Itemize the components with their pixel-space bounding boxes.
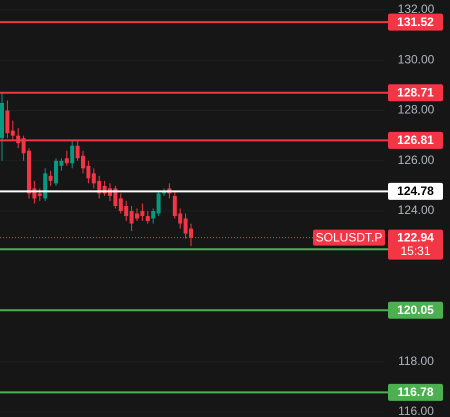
candle-body bbox=[97, 180, 102, 194]
countdown-label: 15:31 bbox=[400, 244, 430, 258]
level-label-box bbox=[388, 13, 443, 31]
level-label-box bbox=[388, 131, 443, 149]
candle-body bbox=[10, 130, 15, 136]
y-tick-label: 116.00 bbox=[398, 404, 434, 417]
candle-body bbox=[145, 216, 150, 222]
candle-body bbox=[75, 145, 80, 159]
candle-body bbox=[178, 213, 183, 224]
candle-body bbox=[124, 205, 129, 217]
last-price-label: 122.94 bbox=[397, 230, 434, 244]
y-tick-label: 118.00 bbox=[398, 354, 434, 368]
y-tick-label: 128.00 bbox=[398, 103, 435, 117]
candle-body bbox=[32, 188, 37, 199]
candle-body bbox=[27, 150, 31, 194]
symbol-label: SOLUSDT.P bbox=[316, 230, 383, 244]
symbol-box bbox=[313, 229, 385, 246]
candle-body bbox=[156, 193, 161, 214]
candle-body bbox=[54, 160, 58, 184]
candle-body bbox=[70, 145, 75, 164]
candle-body bbox=[21, 138, 26, 154]
level-label: 116.78 bbox=[397, 385, 433, 399]
level-label-box bbox=[388, 84, 443, 102]
level-label-box bbox=[388, 383, 443, 401]
level-label: 120.05 bbox=[397, 303, 434, 317]
candle-body bbox=[135, 213, 139, 219]
y-tick-label: 130.00 bbox=[398, 52, 435, 66]
y-tick-label: 126.00 bbox=[398, 153, 435, 167]
candle-body bbox=[16, 135, 21, 144]
level-label: 124.78 bbox=[397, 184, 434, 198]
candle-body bbox=[113, 188, 118, 206]
candle-body bbox=[59, 160, 64, 166]
candle-body bbox=[183, 218, 188, 234]
candle-body bbox=[81, 155, 85, 169]
candle-body bbox=[37, 193, 42, 196]
level-label: 131.52 bbox=[397, 15, 434, 29]
level-label-box bbox=[388, 182, 443, 200]
candle-body bbox=[43, 173, 48, 199]
candle-body bbox=[102, 185, 107, 194]
y-tick-label: 132.00 bbox=[398, 2, 435, 16]
candle-body bbox=[140, 211, 145, 217]
candle-body bbox=[91, 173, 96, 184]
level-label-box bbox=[388, 301, 443, 319]
candle-body bbox=[5, 110, 10, 134]
candle-body bbox=[86, 165, 91, 179]
last-price-box bbox=[388, 229, 443, 260]
y-tick-label: 124.00 bbox=[398, 203, 435, 217]
candle-body bbox=[172, 195, 177, 217]
level-label: 128.71 bbox=[397, 85, 434, 99]
candle-body bbox=[151, 211, 156, 219]
candle-body bbox=[48, 175, 53, 181]
level-label: 126.81 bbox=[397, 133, 434, 147]
candle-body bbox=[0, 102, 4, 139]
candle-body bbox=[189, 228, 193, 238]
candle-body bbox=[64, 158, 69, 164]
candle-body bbox=[129, 211, 134, 224]
candle-body bbox=[118, 198, 123, 212]
